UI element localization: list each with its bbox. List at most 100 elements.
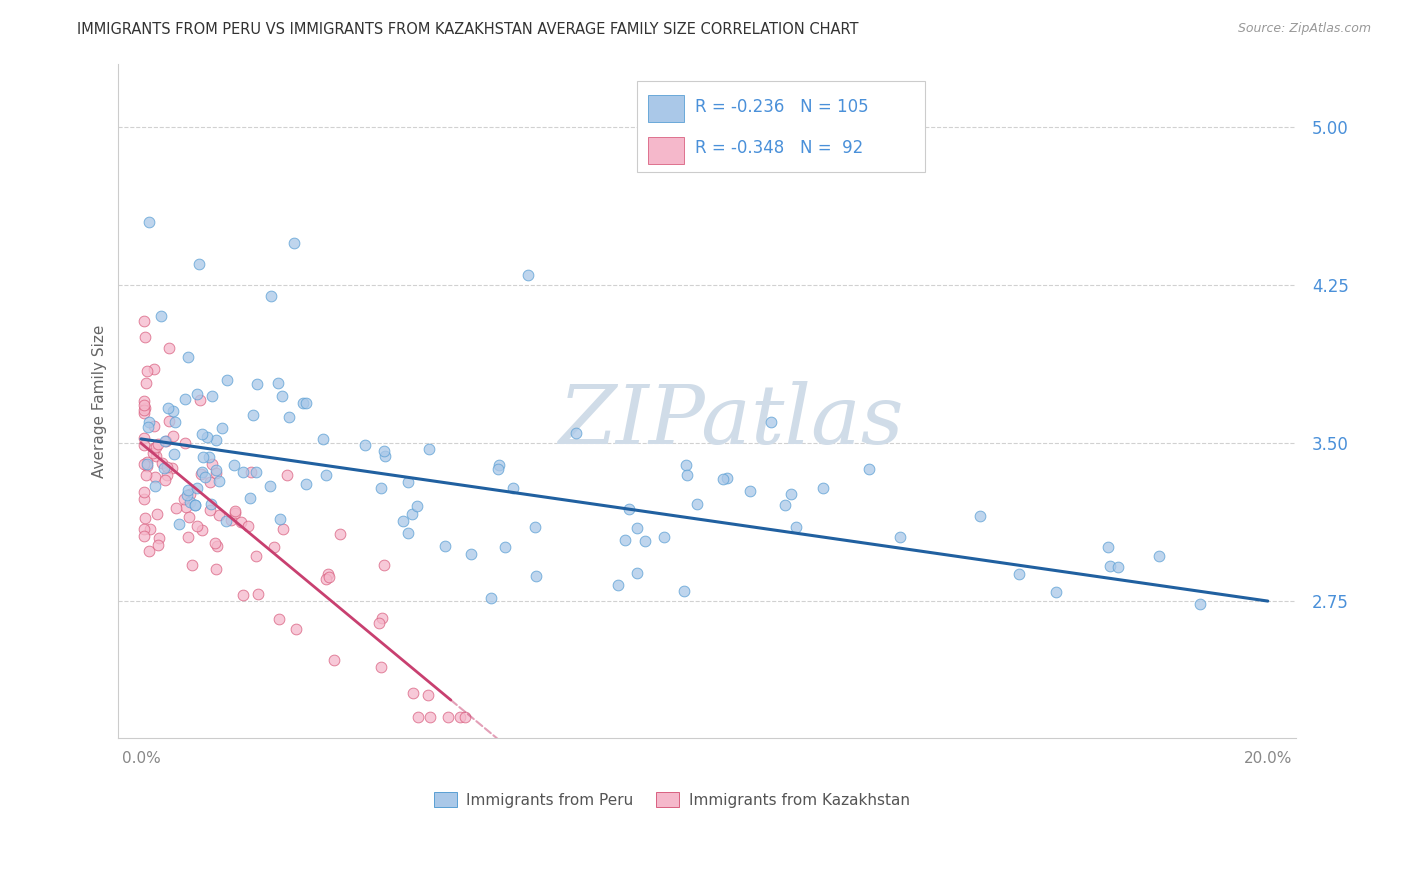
Point	[263, 540, 285, 554]
Text: ZIPatlas: ZIPatlas	[558, 381, 904, 461]
Point	[454, 710, 477, 724]
Point	[201, 457, 224, 471]
Point	[205, 463, 228, 477]
Point	[889, 530, 911, 544]
Point	[315, 573, 337, 587]
Point	[517, 268, 540, 282]
Point	[245, 549, 267, 564]
Point	[232, 588, 254, 602]
Point	[190, 467, 212, 482]
Point	[191, 426, 214, 441]
Point	[204, 536, 226, 550]
Point	[773, 498, 796, 512]
Point	[145, 449, 167, 463]
Point	[135, 455, 157, 469]
Point	[406, 499, 429, 513]
Point	[135, 468, 157, 483]
Point	[177, 530, 200, 544]
Point	[373, 558, 395, 573]
Point	[785, 520, 807, 534]
Point	[188, 393, 211, 408]
Point	[1097, 540, 1119, 554]
Point	[195, 430, 218, 444]
Point	[676, 467, 699, 482]
Point	[259, 479, 281, 493]
Point	[373, 444, 395, 458]
Point	[143, 362, 166, 376]
Point	[173, 492, 195, 507]
Point	[260, 289, 283, 303]
FancyBboxPatch shape	[648, 137, 683, 164]
Point	[138, 416, 160, 430]
Point	[215, 514, 238, 528]
Point	[200, 475, 222, 489]
Point	[146, 538, 169, 552]
Point	[269, 512, 291, 526]
Point	[283, 235, 305, 250]
Point	[134, 511, 156, 525]
Point	[174, 500, 197, 515]
Point	[626, 521, 648, 535]
Point	[176, 488, 198, 502]
Point	[156, 401, 179, 415]
FancyBboxPatch shape	[648, 95, 683, 122]
Point	[240, 466, 263, 480]
Point	[270, 389, 292, 403]
Y-axis label: Average Family Size: Average Family Size	[93, 325, 107, 478]
Point	[155, 468, 177, 483]
Point	[318, 566, 340, 581]
Point	[488, 458, 510, 472]
Point	[194, 469, 217, 483]
Point	[779, 487, 801, 501]
Point	[396, 475, 419, 489]
Point	[132, 406, 155, 420]
Point	[132, 457, 155, 471]
Point	[371, 611, 394, 625]
Point	[619, 502, 641, 516]
Point	[217, 373, 239, 387]
Text: IMMIGRANTS FROM PERU VS IMMIGRANTS FROM KAZAKHSTAN AVERAGE FAMILY SIZE CORRELATI: IMMIGRANTS FROM PERU VS IMMIGRANTS FROM …	[77, 22, 859, 37]
Point	[186, 518, 208, 533]
Legend: Immigrants from Peru, Immigrants from Kazakhstan: Immigrants from Peru, Immigrants from Ka…	[427, 786, 915, 814]
Point	[242, 408, 264, 422]
Point	[374, 450, 396, 464]
Point	[402, 686, 425, 700]
Point	[198, 503, 221, 517]
Point	[246, 587, 269, 601]
Point	[1099, 559, 1122, 574]
Point	[156, 460, 179, 475]
Point	[245, 465, 267, 479]
Point	[323, 653, 346, 667]
Point	[685, 497, 707, 511]
Point	[858, 462, 880, 476]
Point	[419, 710, 441, 724]
Point	[153, 461, 176, 475]
Point	[315, 468, 337, 483]
Point	[200, 497, 222, 511]
FancyBboxPatch shape	[637, 81, 925, 172]
Point	[1147, 549, 1170, 563]
Point	[191, 523, 214, 537]
Point	[135, 363, 157, 377]
Point	[165, 415, 187, 429]
Point	[486, 461, 509, 475]
Point	[273, 522, 295, 536]
Point	[613, 533, 636, 548]
Point	[370, 482, 392, 496]
Point	[392, 514, 415, 528]
Point	[143, 418, 166, 433]
Point	[142, 446, 165, 460]
Point	[136, 420, 159, 434]
Point	[174, 435, 197, 450]
Point	[134, 330, 156, 344]
Point	[163, 447, 186, 461]
Point	[148, 531, 170, 545]
Point	[157, 414, 180, 428]
Point	[132, 485, 155, 500]
Point	[177, 510, 200, 524]
Point	[139, 522, 162, 536]
Point	[134, 438, 156, 452]
Point	[177, 351, 200, 365]
Point	[222, 458, 245, 472]
Point	[167, 517, 190, 532]
